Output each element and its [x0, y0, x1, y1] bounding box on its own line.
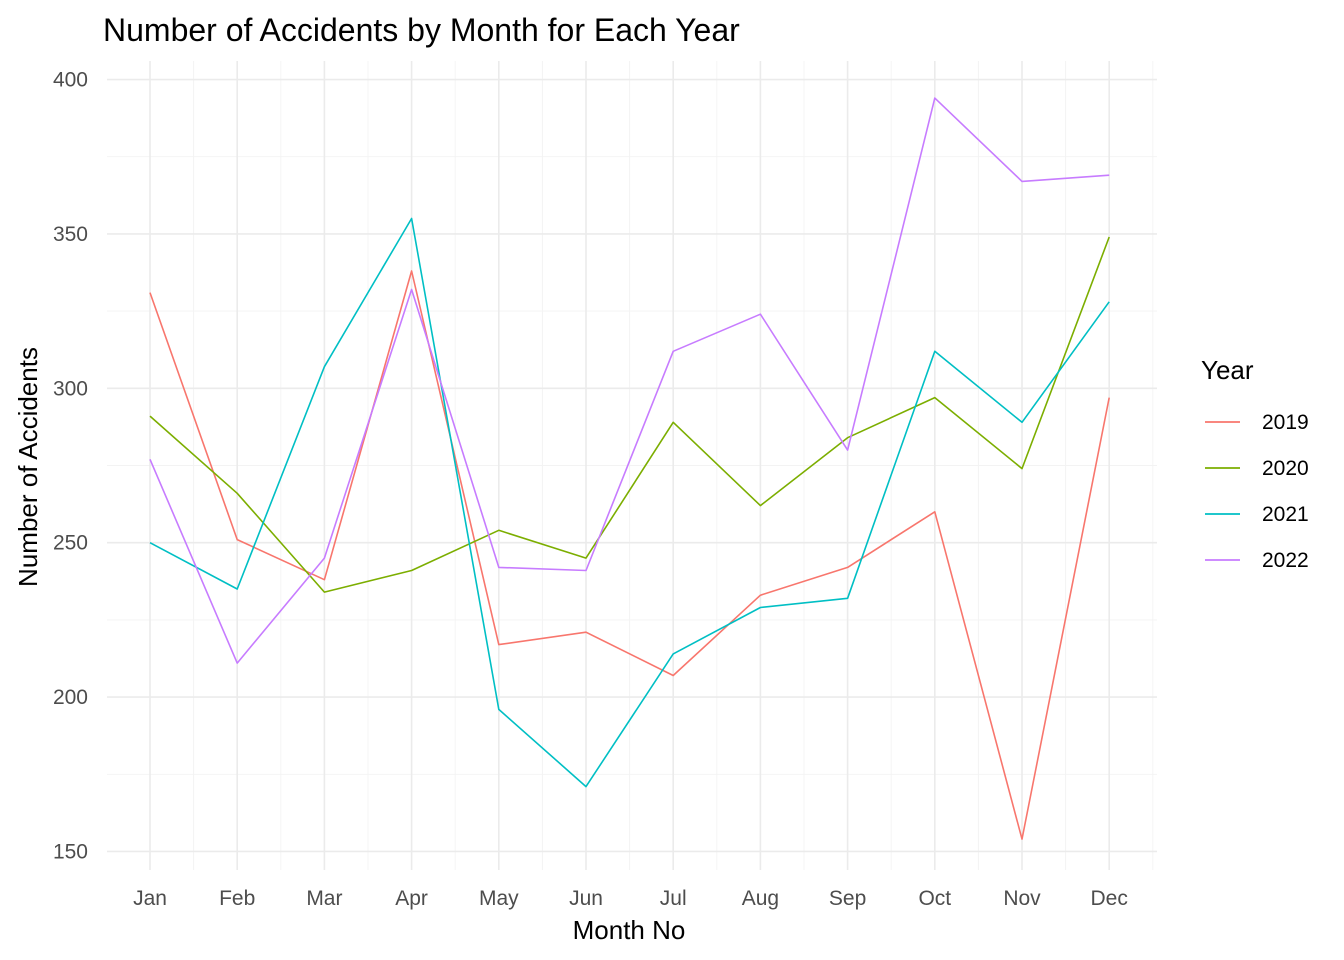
x-tick-label: Aug: [742, 887, 779, 910]
x-axis-ticks: Jan Feb Mar Apr May Jun Jul Aug Sep Oct Nov Dec: [133, 887, 1128, 910]
x-tick-label: Jul: [660, 887, 687, 910]
x-tick-label: Apr: [395, 887, 428, 910]
x-tick-label: Oct: [918, 887, 951, 910]
y-tick-label: 200: [53, 686, 88, 709]
x-tick-label: Nov: [1003, 887, 1041, 910]
series-lines: [149, 97, 1110, 840]
y-tick-label: 400: [53, 69, 88, 92]
legend-label-2020: 2020: [1262, 457, 1309, 480]
y-axis-title: Number of Accidents: [13, 347, 43, 587]
series-line-2019: [149, 270, 1110, 840]
legend-label-2019: 2019: [1262, 411, 1309, 434]
legend: Year 2019 2020 2021 2022: [1201, 355, 1309, 572]
x-axis-title: Month No: [573, 915, 686, 945]
series-line-2022: [149, 97, 1110, 664]
y-tick-label: 150: [53, 840, 88, 863]
legend-title: Year: [1201, 355, 1254, 385]
x-tick-label: Dec: [1091, 887, 1128, 910]
grid: [107, 61, 1157, 870]
x-tick-label: Jan: [133, 887, 167, 910]
x-tick-label: Feb: [219, 887, 255, 910]
x-tick-label: May: [479, 887, 519, 910]
y-tick-label: 300: [53, 377, 88, 400]
legend-label-2021: 2021: [1262, 503, 1309, 526]
x-tick-label: Mar: [306, 887, 342, 910]
x-tick-label: Sep: [829, 887, 866, 910]
x-tick-label: Jun: [569, 887, 603, 910]
series-line-2021: [149, 217, 1110, 788]
y-tick-label: 250: [53, 532, 88, 555]
y-tick-label: 350: [53, 223, 88, 246]
chart-title: Number of Accidents by Month for Each Ye…: [103, 12, 740, 48]
legend-label-2022: 2022: [1262, 549, 1309, 572]
y-axis-ticks: 150 200 250 300 350 400: [53, 69, 88, 864]
